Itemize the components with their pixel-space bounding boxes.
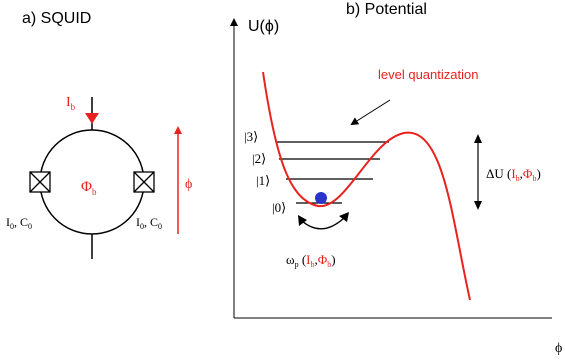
flux-label: Φb <box>81 179 97 197</box>
phase-label: ϕ <box>185 177 192 192</box>
junction-left-params: I0, C0 <box>6 215 32 231</box>
bias-current-label: Ib <box>66 95 76 112</box>
junction-right-icon <box>133 171 155 193</box>
x-axis-label: ϕ <box>555 341 562 356</box>
bias-current-arrow <box>85 113 99 124</box>
squid-loop <box>39 129 145 235</box>
y-axis-label: U(ϕ) <box>248 18 279 35</box>
potential-panel: b) Potential U(ϕ) ϕ |3⟩ |2⟩ |1⟩ |0⟩ ωp (… <box>230 1 562 356</box>
potential-title: b) Potential <box>346 1 427 18</box>
squid-panel: a) SQUID Ib Φb I0, C0 I0, C0 ϕ <box>6 10 192 259</box>
potential-curve <box>262 71 471 301</box>
squid-title: a) SQUID <box>22 10 91 27</box>
junction-right-params: I0, C0 <box>136 215 162 231</box>
level-label-1: |1⟩ <box>256 173 270 188</box>
barrier-height-label: ΔU (Ib,Φb) <box>486 166 541 183</box>
plasma-frequency-label: ωp (Ib,Φb) <box>286 252 336 269</box>
level-label-3: |3⟩ <box>244 129 258 144</box>
junction-left-icon <box>29 171 51 193</box>
level-label-2: |2⟩ <box>252 151 266 166</box>
level-quantization-label: level quantization <box>378 67 478 82</box>
oscillation-arrowhead-left <box>298 215 307 226</box>
annotation-arrow <box>350 99 391 126</box>
particle-marker <box>315 192 327 204</box>
oscillation-arrowhead-right <box>339 212 349 222</box>
barrier-arrowhead-top <box>474 134 482 143</box>
oscillation-arrow <box>301 217 345 230</box>
level-label-0: |0⟩ <box>272 200 286 215</box>
barrier-arrowhead-bottom <box>474 201 482 210</box>
